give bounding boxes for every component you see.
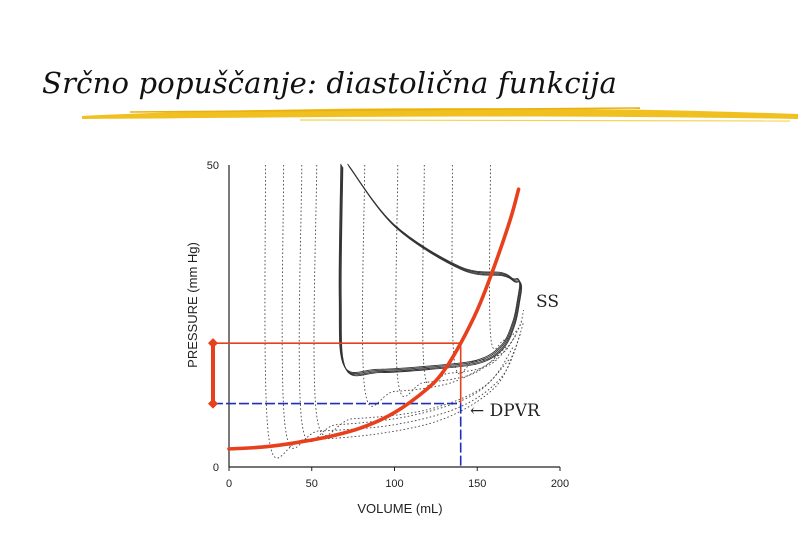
edpvr-curve: [227, 187, 521, 451]
range-marker: [208, 338, 218, 349]
y-tick-label: 0: [213, 462, 219, 474]
pressure-volume-loop: [362, 164, 498, 407]
y-axis-title: PRESSURE (mm Hg): [185, 242, 200, 368]
x-tick-label: 0: [226, 478, 232, 490]
ss-label: SS: [536, 292, 559, 312]
steady-state-loop: [340, 166, 523, 377]
range-marker: [208, 398, 218, 409]
pressure-volume-loop: [395, 164, 508, 397]
y-tick-label: 50: [207, 160, 219, 172]
x-tick-label: 100: [385, 478, 403, 490]
pressure-volume-loop: [489, 164, 525, 350]
slide-title: Srčno popuščanje: diastolična funkcija: [42, 66, 617, 100]
pressure-volume-loop: [264, 164, 525, 459]
pressure-volume-loop: [298, 164, 511, 443]
dpvr-label: ← DPVR: [470, 401, 541, 421]
pressure-volume-loop: [313, 164, 515, 436]
x-axis-title: VOLUME (mL): [357, 501, 442, 516]
x-tick-label: 200: [551, 478, 569, 490]
x-tick-label: 150: [468, 478, 486, 490]
x-tick-label: 50: [306, 478, 318, 490]
title-underline: [82, 107, 798, 122]
pressure-volume-loop: [451, 164, 523, 375]
